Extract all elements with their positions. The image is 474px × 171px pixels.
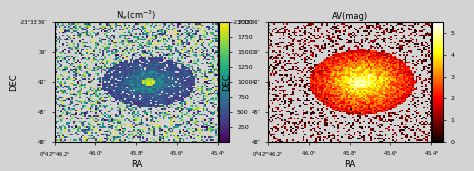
Y-axis label: DEC: DEC (9, 73, 18, 91)
X-axis label: RA: RA (131, 160, 142, 169)
Title: N$_e$(cm$^{-3}$): N$_e$(cm$^{-3}$) (117, 8, 156, 22)
Title: AV(mag): AV(mag) (331, 12, 368, 21)
Y-axis label: DEC: DEC (222, 73, 231, 91)
X-axis label: RA: RA (344, 160, 355, 169)
